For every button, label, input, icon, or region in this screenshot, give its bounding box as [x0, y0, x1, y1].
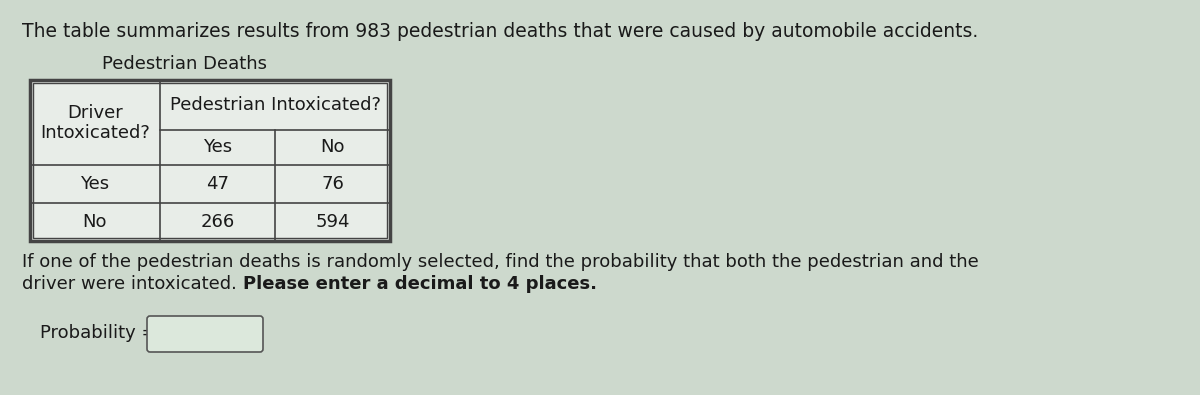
Text: Yes: Yes: [203, 139, 232, 156]
Text: Intoxicated?: Intoxicated?: [40, 124, 150, 141]
Text: 266: 266: [200, 213, 235, 231]
Bar: [30, 80, 390, 241]
Text: Probability =: Probability =: [40, 324, 156, 342]
Text: 47: 47: [206, 175, 229, 193]
Text: No: No: [320, 139, 344, 156]
Text: 76: 76: [322, 175, 344, 193]
Text: Driver: Driver: [67, 103, 122, 122]
Bar: [30, 80, 390, 241]
Text: Pedestrian Deaths: Pedestrian Deaths: [102, 55, 268, 73]
Text: The table summarizes results from 983 pedestrian deaths that were caused by auto: The table summarizes results from 983 pe…: [22, 22, 978, 41]
Text: If one of the pedestrian deaths is randomly selected, find the probability that : If one of the pedestrian deaths is rando…: [22, 253, 979, 271]
Text: Pedestrian Intoxicated?: Pedestrian Intoxicated?: [169, 96, 380, 114]
Text: Please enter a decimal to 4 places.: Please enter a decimal to 4 places.: [242, 275, 596, 293]
Text: driver were intoxicated.: driver were intoxicated.: [22, 275, 242, 293]
Text: Yes: Yes: [80, 175, 109, 193]
FancyBboxPatch shape: [148, 316, 263, 352]
Bar: [34, 83, 386, 238]
Text: No: No: [83, 213, 107, 231]
Text: 594: 594: [316, 213, 349, 231]
